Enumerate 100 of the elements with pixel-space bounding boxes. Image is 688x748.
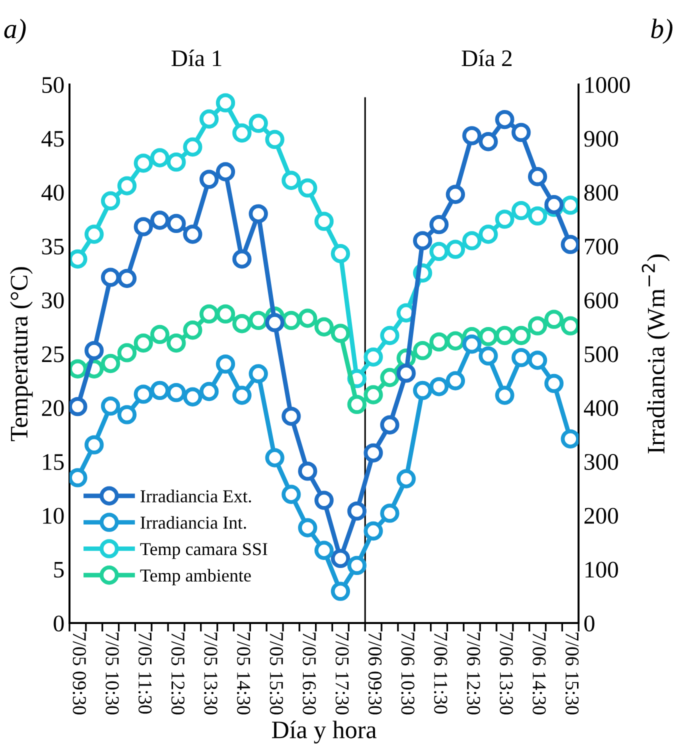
- point: [380, 326, 400, 346]
- point: [248, 204, 268, 224]
- point: [314, 212, 334, 231]
- x-tick-label: 7/06 10:30: [401, 632, 414, 714]
- point: [150, 380, 170, 400]
- point: [512, 200, 531, 220]
- point: [528, 316, 548, 336]
- x-tick-label: 7/06 15:30: [565, 632, 579, 714]
- point: [69, 468, 88, 488]
- point: [314, 540, 334, 560]
- x-tick-label: 7/05 15:30: [270, 632, 284, 714]
- point: [560, 196, 579, 215]
- point: [347, 394, 366, 414]
- x-tick-label: 7/05 14:30: [236, 632, 250, 714]
- point: [330, 582, 350, 601]
- y2-tick-label: 400: [584, 400, 618, 416]
- point: [166, 382, 186, 402]
- y2-tick-label: 700: [585, 238, 618, 255]
- point: [183, 387, 202, 406]
- point: [347, 501, 366, 521]
- x-tick-label: 7/06 11:30: [434, 632, 448, 714]
- y2-tick-label: 200: [584, 508, 618, 524]
- x-tick-label: 7/05 13:30: [204, 632, 218, 714]
- point: [560, 429, 579, 448]
- point: [282, 170, 301, 190]
- point: [183, 320, 202, 340]
- point: [282, 484, 301, 504]
- point: [364, 443, 383, 462]
- point: [84, 340, 104, 360]
- point: [380, 504, 400, 523]
- point: [100, 268, 120, 287]
- y-tick-label: 35: [42, 238, 64, 255]
- point: [117, 268, 137, 288]
- text: a): [4, 18, 26, 44]
- point: [314, 317, 334, 336]
- point: [265, 130, 284, 150]
- x-tick-label: 7/05 11:30: [138, 632, 152, 714]
- y2-tick-label: 100: [586, 562, 618, 578]
- point: [232, 123, 252, 143]
- point: [117, 343, 137, 362]
- point: [330, 324, 350, 343]
- point: [200, 382, 219, 402]
- x-tick-label: 7/05 17:30: [336, 632, 349, 714]
- point: [69, 359, 88, 378]
- point: [528, 350, 548, 370]
- y-tick-label: 0: [54, 616, 64, 632]
- point: [495, 326, 514, 346]
- y-tick-label: 30: [42, 292, 64, 308]
- point: [265, 448, 284, 468]
- y2-tick-label: 0: [584, 616, 594, 632]
- y-axis-title: Temperatura (°C): [10, 267, 33, 442]
- point: [150, 324, 170, 344]
- point: [495, 386, 514, 405]
- point: [282, 406, 301, 426]
- point: [429, 242, 449, 262]
- text: Día 1: [172, 50, 222, 66]
- point: [150, 210, 170, 230]
- point: [232, 386, 252, 405]
- y2-axis-title: Irradiancia (Wm$^{−2}$): [642, 254, 670, 454]
- point: [478, 132, 498, 152]
- point: [117, 176, 137, 196]
- point: [528, 167, 548, 186]
- y2-tick-label: 600: [584, 292, 618, 308]
- point: [364, 521, 383, 541]
- point: [560, 316, 579, 336]
- point: [330, 548, 350, 568]
- y-tick-label: 10: [43, 508, 64, 524]
- point: [446, 184, 466, 204]
- y2-tick-label: 800: [584, 184, 618, 201]
- point: [248, 364, 268, 384]
- point: [462, 231, 482, 250]
- point: [183, 137, 202, 157]
- point: [544, 195, 564, 214]
- point: [446, 240, 466, 259]
- point: [560, 234, 579, 254]
- y-tick-label: 45: [41, 131, 64, 147]
- point: [314, 490, 334, 510]
- point: [298, 518, 318, 538]
- text: Día 2: [462, 50, 512, 66]
- point: [216, 304, 236, 324]
- y-tick-label: 50: [42, 77, 64, 93]
- point: [134, 333, 153, 353]
- point: [200, 304, 219, 324]
- point: [232, 249, 252, 269]
- x-tick-label: 7/05 09:30: [72, 632, 86, 714]
- point: [248, 114, 268, 133]
- x-axis-title: Día y hora: [272, 720, 376, 744]
- point: [282, 310, 301, 330]
- point: [166, 333, 186, 353]
- point: [69, 397, 88, 416]
- point: [134, 217, 153, 236]
- point: [364, 385, 383, 404]
- x-tick-label: 7/06 09:30: [368, 632, 382, 714]
- x-tick-label: 7/05 12:30: [171, 632, 184, 714]
- point: [232, 314, 252, 334]
- point: [495, 210, 514, 229]
- point: [84, 224, 104, 244]
- point: [134, 154, 153, 173]
- point: [298, 308, 318, 328]
- x-tick-label: 7/05 10:30: [106, 632, 119, 714]
